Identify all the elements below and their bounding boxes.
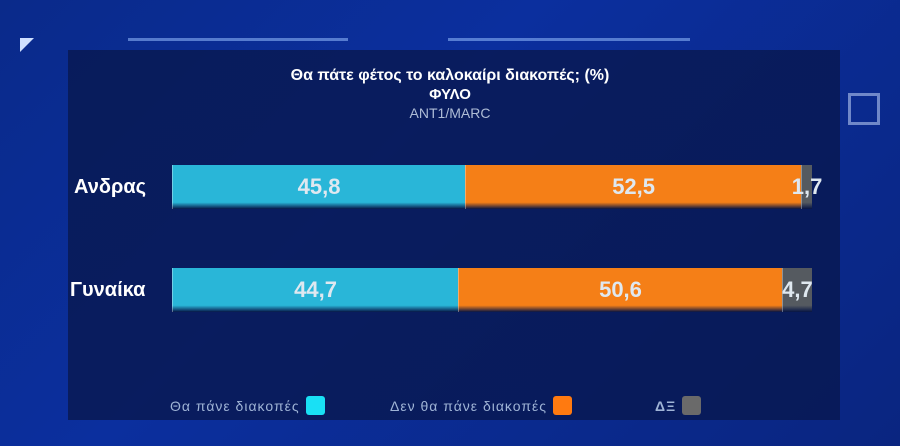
legend-swatch — [682, 396, 702, 415]
legend-item: Θα πάνε διακοπές — [170, 396, 325, 415]
data-label: 50,6 — [599, 277, 642, 302]
bar-go: 45,8 — [172, 165, 466, 209]
data-label: 1,7 — [791, 174, 823, 199]
bar-not-go: 50,6 — [458, 268, 782, 312]
data-label: 52,5 — [612, 174, 656, 199]
legend-swatch — [305, 396, 325, 415]
chart-panel — [68, 50, 840, 420]
bar-dk: 1,7 — [792, 165, 822, 209]
decor-line — [448, 38, 690, 41]
decor-line — [128, 38, 348, 41]
bar-go: 44,7 — [172, 268, 459, 312]
bar-not-go: 52,5 — [465, 165, 802, 209]
decor-square — [848, 93, 880, 125]
legend-item: ΔΞ — [655, 396, 702, 415]
category-label: Γυναίκα — [70, 279, 146, 301]
legend-label: Θα πάνε διακοπές — [170, 397, 300, 414]
legend-label: Δεν θα πάνε διακοπές — [390, 397, 547, 414]
data-label: 44,7 — [294, 277, 337, 302]
chart-source: ANT1/MARC — [409, 105, 491, 121]
chart-title: Θα πάτε φέτος το καλοκαίρι διακοπές; (%) — [290, 67, 610, 84]
data-label: 4,7 — [782, 277, 813, 302]
data-label: 45,8 — [297, 174, 341, 199]
decor-triangle — [20, 38, 34, 52]
category-label: Ανδρας — [74, 176, 147, 198]
legend-label: ΔΞ — [655, 397, 677, 414]
bar-dk: 4,7 — [781, 268, 813, 312]
legend-swatch — [553, 396, 572, 415]
legend-item: Δεν θα πάνε διακοπές — [390, 396, 572, 415]
chart-subtitle: ΦΥΛΟ — [429, 86, 471, 103]
